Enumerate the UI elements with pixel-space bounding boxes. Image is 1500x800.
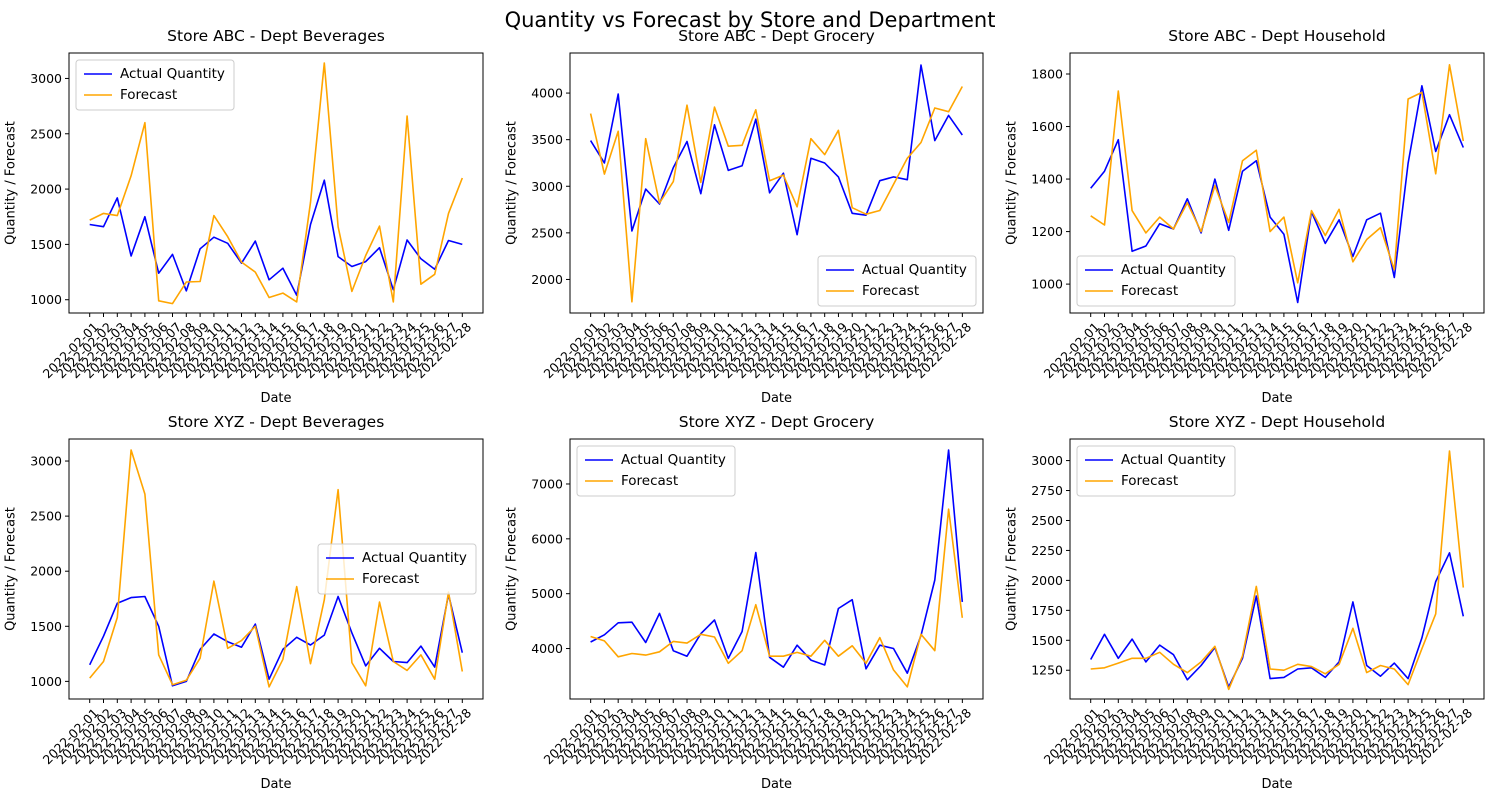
y-tick-label: 1800 bbox=[1031, 67, 1063, 82]
x-axis-label: Date bbox=[761, 777, 792, 792]
series-line-forecast bbox=[89, 449, 464, 688]
y-tick-label: 7000 bbox=[531, 476, 563, 491]
legend: Actual Quantity Forecast bbox=[1076, 255, 1236, 307]
legend-box bbox=[1076, 445, 1236, 497]
legend-label: Actual Quantity bbox=[362, 550, 467, 566]
series-line-forecast bbox=[89, 62, 464, 305]
y-tick-label: 1250 bbox=[1031, 663, 1063, 678]
y-tick-label: 1000 bbox=[1031, 277, 1063, 292]
y-tick-label: 4000 bbox=[531, 86, 563, 101]
y-axis-label: Quantity / Forecast bbox=[505, 507, 520, 631]
y-tick-label: 2500 bbox=[30, 126, 62, 141]
plot-frame bbox=[1069, 52, 1485, 314]
legend-label: Forecast bbox=[120, 87, 177, 103]
legend: Actual Quantity Forecast bbox=[1076, 445, 1236, 497]
legend-box bbox=[75, 59, 235, 111]
y-tick-label: 2500 bbox=[1031, 513, 1063, 528]
y-tick-label: 2000 bbox=[30, 564, 62, 579]
subplot-title: Store ABC - Dept Beverages bbox=[167, 27, 385, 45]
y-axis-label: Quantity / Forecast bbox=[4, 121, 19, 245]
y-tick-label: 2000 bbox=[531, 272, 563, 287]
series-line-actual-quantity bbox=[1090, 85, 1465, 304]
plot-frame bbox=[569, 52, 984, 314]
series-line-actual-quantity bbox=[88, 593, 464, 687]
y-tick-label: 3000 bbox=[30, 71, 62, 86]
y-axis-label: Quantity / Forecast bbox=[1005, 121, 1020, 245]
y-tick-label: 3000 bbox=[1031, 453, 1063, 468]
y-tick-label: 1600 bbox=[1031, 119, 1063, 134]
plot-frame bbox=[68, 438, 484, 700]
legend-label: Forecast bbox=[621, 473, 678, 489]
y-tick-label: 1000 bbox=[30, 674, 62, 689]
x-axis-label: Date bbox=[260, 777, 291, 792]
legend-label: Actual Quantity bbox=[862, 262, 967, 278]
series-line-actual-quantity bbox=[89, 179, 463, 297]
series-line-forecast bbox=[1090, 450, 1465, 691]
legend: Actual Quantity Forecast bbox=[75, 59, 235, 111]
x-axis-label: Date bbox=[260, 391, 291, 406]
plot-frame bbox=[569, 438, 984, 700]
legend: Actual Quantity Forecast bbox=[576, 445, 736, 497]
y-tick-label: 2750 bbox=[1031, 483, 1063, 498]
y-tick-label: 2000 bbox=[1031, 573, 1063, 588]
figure-suptitle: Quantity vs Forecast by Store and Depart… bbox=[505, 8, 996, 32]
y-tick-label: 2500 bbox=[30, 509, 62, 524]
series-line-actual-quantity bbox=[589, 64, 963, 236]
y-tick-label: 3000 bbox=[30, 454, 62, 469]
y-tick-label: 1750 bbox=[1031, 603, 1063, 618]
subplot-title: Store ABC - Dept Grocery bbox=[678, 27, 875, 45]
subplot-4: Store XYZ - Dept Beverages 1000 1500 2000 25… bbox=[4, 413, 484, 792]
legend-label: Actual Quantity bbox=[1121, 262, 1226, 278]
x-axis-label: Date bbox=[761, 391, 792, 406]
subplot-1: Store ABC - Dept Beverages 1000 1500 2000 25… bbox=[4, 27, 484, 406]
legend-label: Forecast bbox=[362, 571, 419, 587]
plot-frame bbox=[1069, 438, 1485, 700]
subplot-title: Store XYZ - Dept Grocery bbox=[679, 413, 875, 431]
y-tick-label: 5000 bbox=[531, 586, 563, 601]
subplot-title: Store XYZ - Dept Household bbox=[1169, 413, 1385, 431]
legend-label: Forecast bbox=[1121, 283, 1178, 299]
y-tick-label: 3000 bbox=[531, 179, 563, 194]
y-axis-label: Quantity / Forecast bbox=[505, 121, 520, 245]
legend-label: Actual Quantity bbox=[1121, 452, 1226, 468]
x-axis-label: Date bbox=[1261, 777, 1292, 792]
series-line-forecast bbox=[1090, 64, 1465, 284]
subplot-2: Store ABC - Dept Grocery 2000 2500 3000 3500… bbox=[505, 27, 984, 406]
legend-label: Forecast bbox=[1121, 473, 1178, 489]
legend-label: Actual Quantity bbox=[120, 66, 225, 82]
legend-label: Actual Quantity bbox=[621, 452, 726, 468]
series-line-forecast bbox=[589, 86, 964, 303]
x-axis-label: Date bbox=[1261, 391, 1292, 406]
legend-box bbox=[576, 445, 736, 497]
y-tick-label: 1500 bbox=[30, 619, 62, 634]
y-tick-label: 1400 bbox=[1031, 172, 1063, 187]
legend-box bbox=[817, 255, 977, 307]
subplot-title: Store XYZ - Dept Beverages bbox=[168, 413, 385, 431]
y-axis-label: Quantity / Forecast bbox=[1005, 507, 1020, 631]
subplot-title: Store ABC - Dept Household bbox=[1168, 27, 1385, 45]
y-tick-label: 2250 bbox=[1031, 543, 1063, 558]
y-tick-label: 4000 bbox=[531, 641, 563, 656]
y-tick-label: 1000 bbox=[30, 292, 62, 307]
legend-box bbox=[317, 543, 477, 595]
legend-box bbox=[1076, 255, 1236, 307]
series-line-actual-quantity bbox=[590, 449, 964, 675]
y-axis-label: Quantity / Forecast bbox=[4, 507, 19, 631]
series-line-actual-quantity bbox=[1089, 551, 1465, 688]
y-tick-label: 1500 bbox=[1031, 633, 1063, 648]
y-tick-label: 6000 bbox=[531, 531, 563, 546]
y-tick-label: 1500 bbox=[30, 237, 62, 252]
y-tick-label: 2000 bbox=[30, 182, 62, 197]
legend-label: Forecast bbox=[862, 283, 919, 299]
legend: Actual Quantity Forecast bbox=[317, 543, 477, 595]
y-tick-label: 3500 bbox=[531, 132, 563, 147]
y-tick-label: 1200 bbox=[1031, 224, 1063, 239]
legend: Actual Quantity Forecast bbox=[817, 255, 977, 307]
plot-frame bbox=[68, 52, 484, 314]
series-line-forecast bbox=[590, 508, 964, 688]
y-tick-label: 2500 bbox=[531, 225, 563, 240]
subplot-5: Store XYZ - Dept Grocery 4000 5000 6000 7000… bbox=[505, 413, 984, 792]
